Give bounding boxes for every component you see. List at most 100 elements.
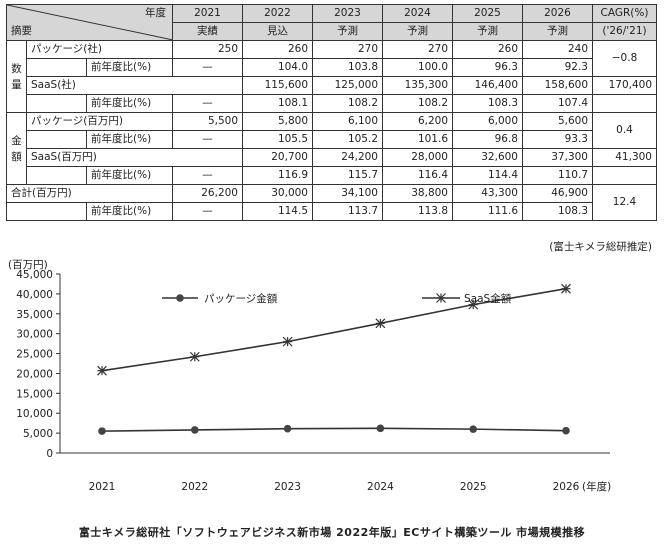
table-row: 数量パッケージ(社) 250 260 270 270 260 240 −0.8 [6, 40, 657, 113]
status-header: 予測 [382, 22, 453, 41]
table-row: 前年度比(%) —104.0 103.8 100.0 96.3 92.3 [7, 58, 657, 77]
series-line-1 [101, 427, 567, 432]
yoy-value: 116.4 [382, 166, 453, 185]
value-cell: 125,000 [312, 76, 383, 95]
yoy-value: — [172, 130, 243, 149]
total-yoy-row: 前年度比(%) —114.5 113.7 113.8 111.6 108.3 [6, 202, 657, 221]
table-row: 前年度比(%) —105.5 105.2 101.6 96.8 93.3 [7, 130, 657, 149]
status-header: 予測 [452, 22, 523, 41]
series-line-2 [101, 287, 567, 372]
y-tick-label: 25,000 [16, 349, 53, 361]
total-value: 38,800 [382, 184, 453, 203]
x-tick-label: 2022 [181, 481, 208, 493]
legend-label-package: パッケージ金額 [204, 292, 278, 305]
yoy-value: 110.7 [522, 166, 593, 185]
data-point [376, 424, 385, 433]
year-header: 2024 [382, 4, 453, 23]
group-label: 金額 [6, 112, 27, 185]
yoy-value: 92.3 [522, 58, 593, 77]
table-row: 金額パッケージ(百万円) 5,500 5,800 6,100 6,200 6,000 5,6… [6, 112, 657, 185]
value-cell: 270 [312, 40, 383, 59]
data-point [189, 351, 200, 362]
total-yoy-value: 114.5 [242, 202, 313, 221]
total-label: 合計(百万円) [6, 184, 173, 203]
yoy-label: 前年度比(%) [86, 166, 173, 185]
total-cagr: 12.4 [592, 184, 657, 221]
yoy-value: 116.9 [242, 166, 313, 185]
data-point [375, 318, 386, 329]
table-row: 前年度比(%) —108.1 108.2 108.2 108.3 107.4 [7, 94, 657, 113]
status-header: 実績 [172, 22, 243, 41]
data-point [191, 426, 199, 434]
yoy-label: 前年度比(%) [86, 202, 173, 221]
year-header: 2025 [452, 4, 523, 23]
yoy-value: 108.3 [452, 94, 523, 113]
corner-diagonal [7, 5, 172, 40]
yoy-value: 96.8 [452, 130, 523, 149]
legend-label-saas: SaaS金額 [464, 292, 512, 305]
row-label: パッケージ(百万円) [26, 112, 173, 131]
value-cell: 270 [382, 40, 453, 59]
indent-cell [26, 166, 87, 185]
year-header: 2023 [312, 4, 383, 23]
total-yoy-value: 113.8 [382, 202, 453, 221]
value-cell: 146,400 [452, 76, 523, 95]
legend-marker-package [176, 294, 184, 302]
value-cell: 260 [242, 40, 313, 59]
cagr-header: CAGR(%) [592, 4, 657, 23]
total-value: 26,200 [172, 184, 243, 203]
status-header: 見込 [242, 22, 313, 41]
y-axis-label: (百万円) [8, 259, 48, 271]
total-value: 34,100 [312, 184, 383, 203]
corner-year-label: 年度 [145, 7, 166, 19]
yoy-value: 101.6 [382, 130, 453, 149]
y-tick-label: 5,000 [23, 428, 53, 440]
value-cell: 6,000 [452, 112, 523, 131]
yoy-value: 100.0 [382, 58, 453, 77]
yoy-value: 103.8 [312, 58, 383, 77]
yoy-value: 108.2 [312, 94, 383, 113]
data-point [469, 425, 478, 433]
total-yoy-value: — [172, 202, 243, 221]
line-chart: (百万円) 0 5,000 10,000 15,000 20,000 25,000 30,00… [8, 259, 611, 493]
data-point [282, 336, 293, 347]
total-value: 43,300 [452, 184, 523, 203]
y-tick-label: 35,000 [16, 309, 53, 321]
data-point [97, 365, 107, 376]
indent-cell [26, 94, 87, 113]
data-point [561, 283, 571, 294]
value-cell: 5,800 [242, 112, 313, 131]
total-value: 30,000 [242, 184, 313, 203]
data-point [468, 299, 479, 310]
header-row-status: 実績 見込 予測 予測 予測 予測 ('26/'21) [7, 22, 657, 41]
x-tick-label: 2025 [460, 481, 487, 493]
indent-cell [26, 130, 87, 149]
data-point [562, 426, 570, 435]
value-cell: 240 [522, 40, 593, 59]
figure-caption: 富士キメラ総研社「ソフトウェアビジネス新市場 2022年版」ECサイト構築ツール… [78, 526, 586, 539]
cagr-range-header: ('26/'21) [592, 22, 657, 41]
y-tick-label: 0 [46, 448, 53, 460]
yoy-value: 108.2 [382, 94, 453, 113]
yoy-value: 108.1 [242, 94, 313, 113]
x-tick-label: 2026 [553, 481, 580, 493]
cagr-value: 0.4 [592, 112, 657, 149]
value-cell: 41,300 [592, 148, 657, 167]
yoy-value: — [172, 94, 243, 113]
year-header: 2026 [522, 4, 593, 23]
value-cell: 32,600 [452, 148, 523, 167]
yoy-value: 93.3 [522, 130, 593, 149]
table-row: SaaS(社) 115,600 125,000 135,300 146,400 158,6… [7, 76, 657, 95]
x-tick-label: 2021 [89, 481, 116, 493]
value-cell: 24,200 [312, 148, 383, 167]
corner-summary-label: 摘要 [11, 25, 32, 37]
yoy-value: 104.0 [242, 58, 313, 77]
market-table: 年度 摘要 2021 2022 2023 2024 2025 2026 CAGR(%) 実績 見込予… [6, 4, 657, 221]
x-tick-label: 2024 [367, 481, 394, 493]
value-cell: 170,400 [592, 76, 657, 95]
cagr-value: −0.8 [592, 40, 657, 77]
value-cell: 6,200 [382, 112, 453, 131]
corner-cell: 年度摘要 [6, 4, 173, 41]
legend-marker-saas [436, 293, 446, 303]
table-row: 前年度比(%) —116.9 115.7 116.4 114.4 110.7 [7, 166, 657, 185]
